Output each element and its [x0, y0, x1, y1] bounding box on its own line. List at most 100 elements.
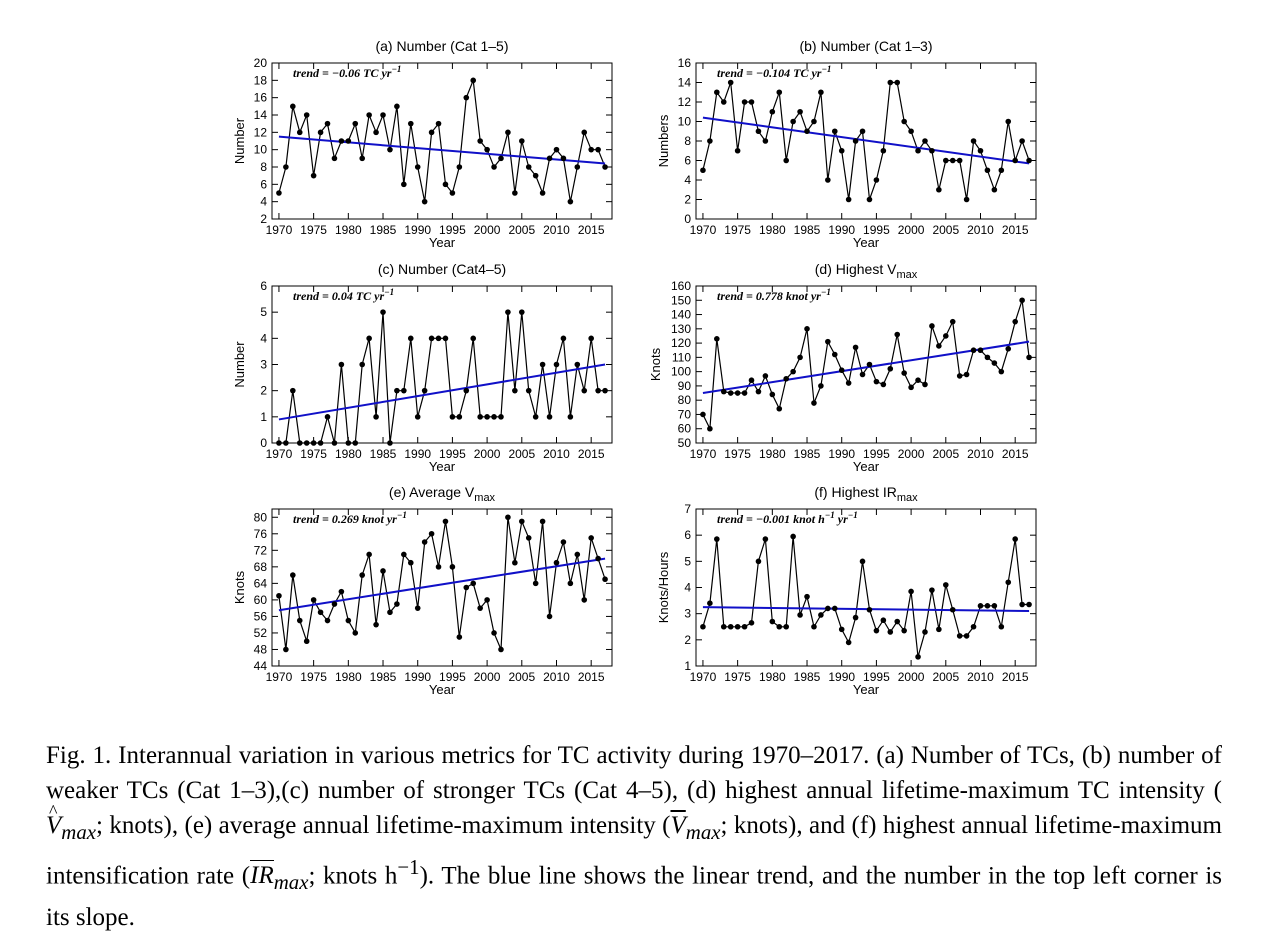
panel-a-data-point	[421, 198, 428, 205]
panel-f-data-point	[707, 600, 713, 606]
panel-a-data-point	[401, 181, 407, 188]
panel-c-xtick-label: 1970	[266, 447, 293, 461]
panel-a-xtick-label: 2010	[543, 223, 570, 237]
panel-c-data-point	[470, 335, 477, 342]
panel-d-ytick-label: 50	[678, 436, 692, 450]
panel-e-xtick-label: 1990	[404, 670, 431, 684]
panel-a-xtick-label: 1985	[370, 223, 397, 237]
panel-d-data-point	[783, 375, 790, 382]
panel-f-data-point	[929, 587, 935, 593]
panel-b-data-point	[720, 99, 727, 105]
panel-b-data-point	[894, 79, 901, 86]
panel-d-data-point	[956, 373, 963, 379]
panel-c-ytick-label: 2	[260, 384, 267, 398]
panel-c-data-point	[505, 309, 511, 315]
panel-a-data-point	[324, 120, 331, 127]
panel-c-data-point	[546, 414, 553, 420]
panel-f-data-point	[859, 558, 866, 565]
panel-a-ytick-label: 20	[254, 56, 268, 70]
panel-e-data-point	[331, 601, 338, 607]
panel-a-data-point	[574, 164, 581, 170]
panel-b-data-point	[797, 108, 803, 115]
panel-e-data-point	[463, 584, 470, 591]
panel-d-trend-annotation: trend = 0.778 knot yr−1	[717, 287, 831, 303]
panel-b-ylabel: Numbers	[656, 114, 671, 167]
panel-a-data-point	[442, 181, 449, 188]
panel-e-data-point	[359, 572, 366, 578]
panel-e-data-point	[338, 588, 345, 595]
panel-d-data-point	[741, 390, 748, 396]
panel-e-data-point	[602, 576, 608, 583]
panel-c-ytick-label: 4	[260, 331, 267, 345]
panel-c-data-point	[581, 387, 588, 394]
panel-c-ylabel: Number	[232, 341, 247, 388]
panel-d-xlabel: Year	[853, 459, 880, 474]
panel-f: 1 2 3 4 5 6 7 1970 1975 1980 1985 1990 1995 2000 2005 2…	[656, 484, 1037, 697]
panel-e-ytick-label: 64	[254, 576, 268, 590]
panel-b-title: (b) Number (Cat 1–3)	[799, 38, 932, 54]
panel-d-xtick-label: 1990	[828, 447, 855, 461]
panel-e-xtick-label: 2015	[578, 670, 605, 684]
panel-e-data-point	[317, 609, 324, 616]
panel-d-data-point	[720, 388, 727, 395]
panel-e-data-point	[442, 518, 449, 525]
panel-c-data-point	[567, 414, 574, 420]
panel-f-data-point	[956, 633, 963, 639]
panel-f-data-point	[790, 533, 796, 540]
panel-a-data-point	[380, 112, 386, 118]
panel-a-xtick-label: 1970	[266, 223, 293, 237]
panel-f-xtick-label: 2005	[932, 670, 959, 684]
panel-f-ytick-label: 7	[684, 502, 691, 516]
panel-b-data-point	[929, 147, 935, 154]
panel-c-data-point	[525, 387, 532, 394]
panel-d-data-point	[838, 367, 845, 374]
panel-b-ytick-label: 10	[678, 115, 692, 129]
panel-e-data-point	[574, 551, 581, 558]
caption-vhat-accent: ^	[49, 801, 58, 821]
panel-f-data-point	[887, 629, 894, 635]
panel-e-data-point	[421, 539, 428, 545]
panel-a-ytick-label: 8	[260, 160, 267, 174]
panel-a-ytick-label: 18	[254, 73, 268, 87]
panel-f-xtick-label: 1980	[759, 670, 786, 684]
panel-b-data-point	[734, 147, 741, 154]
panel-c-data-point	[303, 440, 310, 446]
panel-c-data-point	[449, 414, 456, 420]
panel-a: 2 4 6 8 10 12 14 16 18 20 1970 1975 1980 1985 1990 1995…	[232, 38, 613, 250]
panel-f-trend-annotation: trend = −0.001 knot h−1 yr−1	[717, 510, 858, 526]
panel-d-data-point	[936, 343, 942, 349]
panel-a-data-point	[463, 94, 470, 101]
panel-a-data-point	[414, 164, 421, 170]
panel-f-data-point	[991, 603, 998, 609]
panel-e-ytick-label: 68	[254, 560, 268, 574]
panel-e-data-point	[553, 559, 560, 566]
panel-d-data-point	[790, 368, 796, 375]
panel-a-trend-sup: −1	[391, 64, 401, 74]
panel-b-ytick-label: 8	[684, 134, 691, 148]
panel-c-data-point	[512, 387, 518, 394]
panel-e-title: (e) Average Vmax	[389, 484, 496, 504]
panel-b-trend-annotation: trend = −0.104 TC yr−1	[717, 64, 831, 80]
panel-d-ytick-label: 140	[671, 308, 691, 322]
panel-e-data-point	[352, 630, 359, 636]
panel-e-data-point	[581, 597, 588, 603]
panel-f-data-point	[700, 623, 706, 630]
panel-a-data-point	[484, 146, 490, 153]
panel-c-data-point	[394, 387, 400, 394]
panel-e-data-point	[276, 592, 282, 599]
panel-e-ytick-label: 72	[254, 543, 268, 557]
panel-b-xtick-label: 1975	[724, 223, 751, 237]
panel-a-data-point	[387, 146, 393, 153]
panel-b-data-point	[818, 89, 824, 96]
panel-b-trend-line	[702, 116, 1030, 165]
panel-a-xtick-label: 1975	[300, 223, 327, 237]
panel-f-ytick-label: 5	[684, 554, 691, 568]
panel-c-xlabel: Year	[429, 459, 456, 474]
panel-c-data-point	[602, 387, 608, 394]
panel-d-data-point	[894, 331, 901, 338]
panel-b-data-point	[977, 147, 984, 154]
panel-e-data-point	[401, 551, 407, 558]
panel-c-data-point	[553, 361, 560, 368]
panel-e-data-point	[324, 617, 331, 624]
panel-d-ytick-label: 160	[671, 279, 691, 293]
